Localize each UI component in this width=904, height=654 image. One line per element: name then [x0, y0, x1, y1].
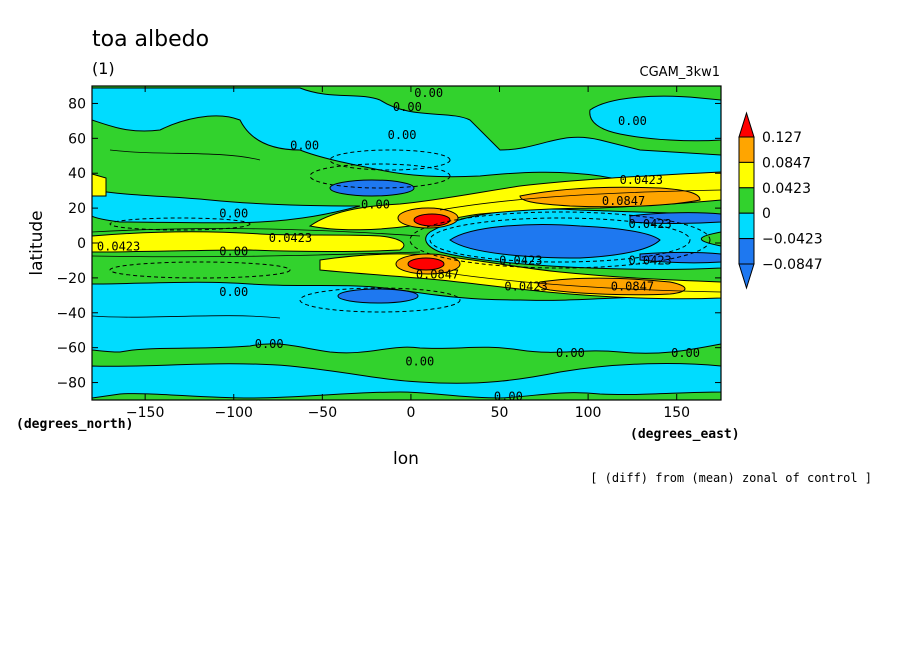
x-tick-label: −150: [126, 405, 164, 421]
region-yellow-equator: [92, 231, 405, 253]
experiment-label: CGAM_3kw1: [640, 65, 720, 80]
contour-label: 0.00: [671, 346, 700, 360]
y-tick-label: 0: [77, 236, 86, 252]
x-tick-label: −100: [215, 405, 253, 421]
x-axis: −150 −100 −50 0 50 100 150: [126, 86, 690, 421]
contour-label: 0.00: [618, 114, 647, 128]
colorbar-label: −0.0423: [762, 232, 823, 248]
contour-label: 0.0423: [499, 253, 542, 267]
colorbar-box: [738, 238, 755, 265]
contour-label: 0.00: [219, 245, 248, 259]
colorbar-label: 0.0423: [762, 181, 811, 197]
contour-label: 0.00: [414, 86, 443, 100]
positive-contours: [92, 149, 721, 319]
y-tick-label: 60: [68, 131, 86, 147]
contour-label: 0.00: [290, 138, 319, 152]
contour-label: 0.00: [388, 128, 417, 142]
contour-label: 0.0847: [416, 267, 459, 281]
contour-label: 0.0423: [628, 217, 671, 231]
region-cyan-south: [92, 281, 721, 354]
y-tick-label: 80: [68, 96, 86, 112]
x-tick-label: 0: [406, 405, 415, 421]
y-tick-label: −20: [56, 271, 86, 287]
x-tick-label: 100: [575, 405, 602, 421]
contour-label: 0.00: [494, 390, 523, 404]
contour-label: 0.00: [405, 355, 434, 369]
region-blue-indian: [449, 224, 661, 259]
footnote: [ (diff) from (mean) zonal of control ]: [590, 471, 872, 485]
colorbar-box: [738, 136, 755, 163]
x-units-label: (degrees_east): [630, 427, 740, 442]
contour-label: 0.00: [255, 337, 284, 351]
region-blue-east: [629, 212, 721, 224]
contour-label: 0.0423: [628, 253, 671, 267]
region-cyan-ne: [589, 95, 721, 142]
contour-label: 0.00: [361, 198, 390, 212]
region-yellow-west-n: [92, 173, 107, 197]
contour-label: 0.0423: [269, 231, 312, 245]
contour-label: 0.0423: [504, 280, 547, 294]
region-cyan-north: [92, 87, 721, 187]
chart-title: toa albedo: [92, 27, 209, 52]
contour-label: 0.00: [556, 346, 585, 360]
negative-contours: [109, 149, 711, 313]
colorbar-box: [738, 187, 755, 214]
colorbar-label: 0.127: [762, 130, 802, 146]
contour-label: 0.00: [393, 100, 422, 114]
region-cyan-north-2: [92, 189, 361, 224]
region-blue-sh: [337, 288, 419, 304]
region-red-sh: [407, 257, 445, 271]
chart-subtitle: (1): [92, 59, 115, 78]
region-red-nh: [413, 213, 451, 227]
contour-fill: [92, 86, 721, 400]
y-tick-label: 40: [68, 166, 86, 182]
contour-label: 0.0423: [97, 239, 140, 253]
x-tick-label: 50: [491, 405, 509, 421]
contour-label: 0.0423: [620, 173, 663, 187]
colorbar-label: 0: [762, 206, 771, 222]
colorbar-top-triangle: [738, 111, 755, 138]
contour-label: 0.0847: [602, 194, 645, 208]
contour-label: 0.00: [219, 206, 248, 220]
region-blue-east-s: [639, 252, 721, 264]
contour-label: 0.0847: [611, 280, 654, 294]
region-cyan-antarctic: [92, 363, 721, 399]
colorbar-box: [738, 212, 755, 240]
x-tick-label: −50: [308, 405, 338, 421]
y-tick-label: 20: [68, 201, 86, 217]
contour-label: 0.00: [219, 285, 248, 299]
y-tick-label: −80: [56, 376, 86, 392]
y-axis: −80 −60 −40 −20 0 20 40 60 80: [56, 96, 721, 392]
y-units-label: (degrees_north): [16, 417, 133, 432]
x-axis-label: lon: [393, 449, 419, 469]
colorbar-box: [738, 161, 755, 189]
y-axis-label: latitude: [27, 210, 47, 275]
x-tick-label: 150: [663, 405, 690, 421]
y-tick-label: −40: [56, 306, 86, 322]
y-tick-label: −60: [56, 341, 86, 357]
colorbar-label: −0.0847: [762, 257, 823, 273]
colorbar-bottom-triangle: [738, 263, 755, 290]
region-orange-sh-east: [537, 277, 686, 296]
colorbar: 0.127 0.0847 0.0423 0 −0.0423 −0.0847: [738, 111, 823, 290]
region-orange-nh-east: [519, 186, 701, 208]
colorbar-label: 0.0847: [762, 155, 811, 171]
